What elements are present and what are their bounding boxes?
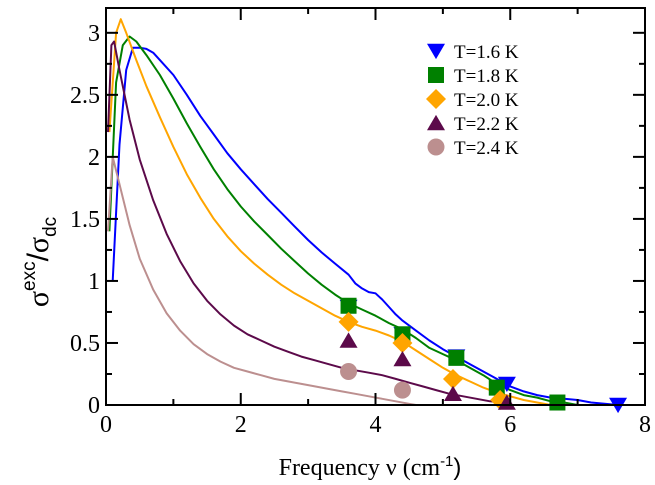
plot-frame: [105, 7, 646, 406]
legend-marker-3: [426, 89, 446, 109]
legend-marker-2: [428, 67, 444, 83]
data-point-3-2: [392, 332, 413, 353]
legend-label-5: T=2.4 K: [454, 138, 519, 159]
data-point-5-1: [340, 363, 358, 381]
axes: [105, 7, 646, 406]
y-tick-label: 1: [88, 269, 100, 295]
data-point-2-3: [448, 349, 465, 366]
data-point-2-1: [340, 297, 357, 314]
data-point-3-3: [442, 368, 463, 389]
y-tick-label: 2.5: [70, 83, 100, 109]
data-point-3-1: [338, 311, 359, 332]
data-point-2-5: [549, 394, 566, 411]
series-line-5: [107, 155, 417, 406]
y-tick-label: 1.5: [70, 207, 100, 233]
x-tick-label: 6: [504, 412, 516, 438]
y-tick-label: 0.5: [70, 331, 100, 357]
legend-marker-1: [427, 43, 445, 60]
x-tick-label: 4: [370, 412, 382, 438]
legend-label-3: T=2.0 K: [454, 90, 519, 111]
x-tick-label: 2: [235, 412, 247, 438]
x-axis-label: Frequency ν (cm-1): [279, 453, 462, 481]
x-tick-label: 0: [100, 412, 112, 438]
y-tick-label: 3: [88, 21, 100, 47]
data-point-4-1: [339, 332, 358, 348]
data-point-5-2: [393, 381, 411, 399]
legend: T=1.6 K T=1.8 K T=2.0 K T=2.2 K T=2.4 K: [426, 42, 519, 159]
x-tick-label: 8: [639, 412, 651, 438]
y-tick-label: 2: [88, 145, 100, 171]
series-markers: [338, 297, 628, 414]
legend-label-4: T=2.2 K: [454, 114, 519, 135]
data-point-4-3: [443, 385, 462, 402]
series-line-1: [111, 46, 619, 406]
series-line-3: [108, 18, 551, 406]
data-point-4-2: [393, 350, 412, 367]
legend-label-2: T=1.8 K: [454, 66, 519, 87]
legend-marker-4: [427, 114, 445, 131]
legend-label-1: T=1.6 K: [454, 42, 519, 63]
series-curves: [107, 18, 619, 406]
y-axis-label: σexc/σdc: [19, 217, 61, 307]
legend-marker-5: [427, 138, 445, 156]
tick-labels: 0 2 4 6 8 0 0.5 1 1.5 2 2.5 3: [70, 21, 651, 438]
y-tick-label: 0: [88, 393, 100, 419]
series-line-4: [107, 40, 511, 406]
